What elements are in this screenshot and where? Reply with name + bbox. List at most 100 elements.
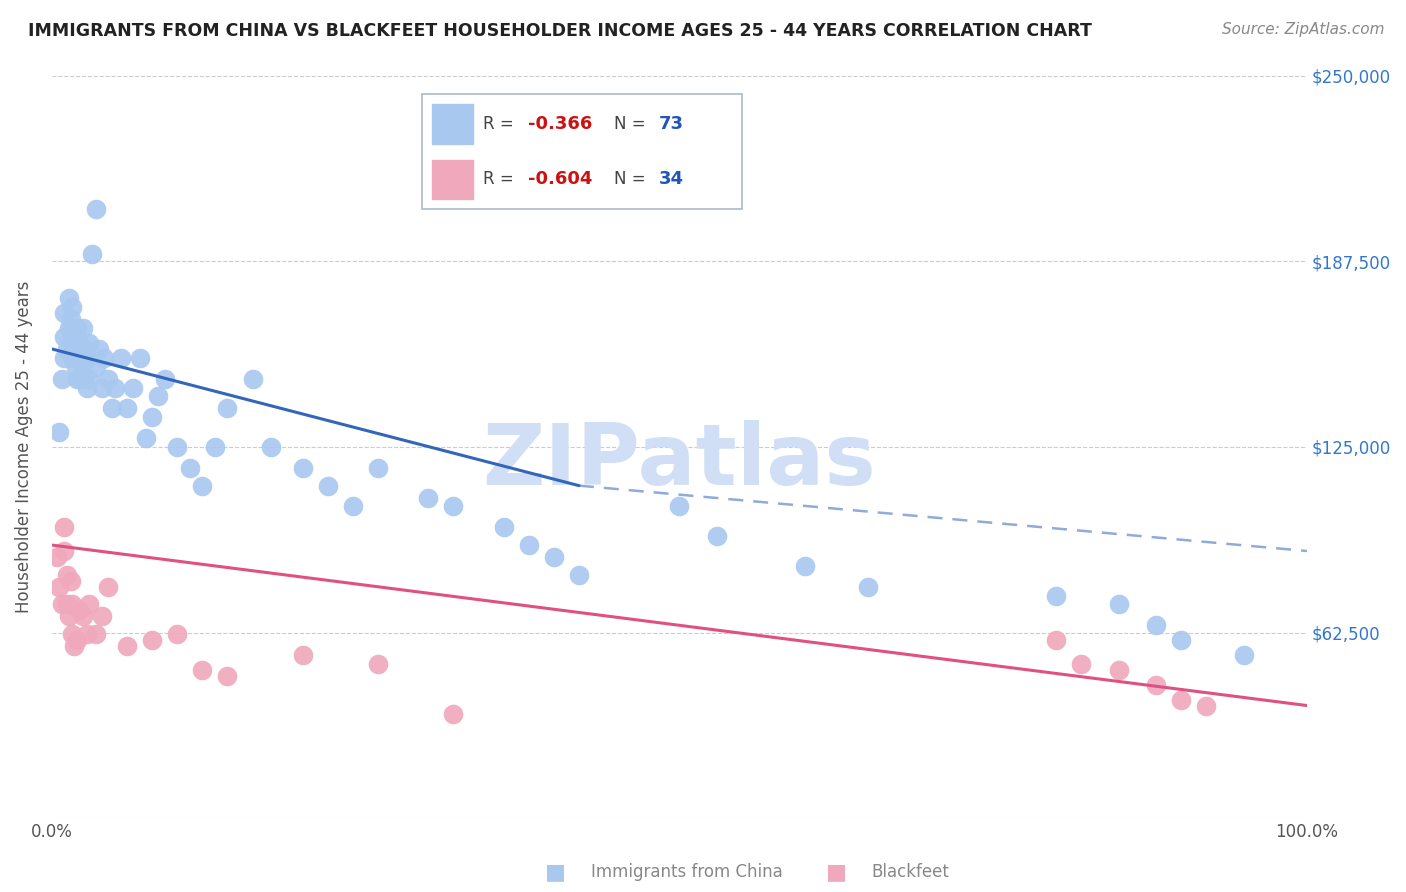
Point xyxy=(1144,678,1167,692)
Point xyxy=(56,598,79,612)
Point xyxy=(56,567,79,582)
Point xyxy=(492,520,515,534)
Point xyxy=(128,351,150,365)
Point xyxy=(166,627,188,641)
Point xyxy=(1233,648,1256,662)
Point xyxy=(291,648,314,662)
Point xyxy=(89,342,111,356)
Point xyxy=(48,425,70,439)
Point xyxy=(59,312,82,326)
Point xyxy=(441,500,464,514)
Point xyxy=(1045,633,1067,648)
Point xyxy=(79,598,101,612)
Point xyxy=(291,460,314,475)
Point xyxy=(141,633,163,648)
Text: ■: ■ xyxy=(546,863,565,882)
Point xyxy=(242,371,264,385)
Point xyxy=(53,520,76,534)
Point xyxy=(72,351,94,365)
Point xyxy=(56,342,79,356)
Point xyxy=(63,639,86,653)
Point xyxy=(67,603,90,617)
Point xyxy=(122,380,145,394)
Point xyxy=(706,529,728,543)
Point xyxy=(63,321,86,335)
Text: ZIPatlas: ZIPatlas xyxy=(482,420,876,503)
Point xyxy=(66,371,89,385)
Point xyxy=(148,389,170,403)
Point xyxy=(76,351,98,365)
Point xyxy=(72,321,94,335)
Point xyxy=(1108,598,1130,612)
Point xyxy=(73,342,96,356)
Point xyxy=(110,351,132,365)
Point xyxy=(141,410,163,425)
Point xyxy=(45,549,67,564)
Text: IMMIGRANTS FROM CHINA VS BLACKFEET HOUSEHOLDER INCOME AGES 25 - 44 YEARS CORRELA: IMMIGRANTS FROM CHINA VS BLACKFEET HOUSE… xyxy=(28,22,1092,40)
Point xyxy=(91,380,114,394)
Point xyxy=(66,321,89,335)
Text: Source: ZipAtlas.com: Source: ZipAtlas.com xyxy=(1222,22,1385,37)
Point xyxy=(115,639,138,653)
Point xyxy=(217,401,239,416)
Point xyxy=(115,401,138,416)
Point xyxy=(191,663,214,677)
Point xyxy=(1045,589,1067,603)
Point xyxy=(84,359,107,374)
Point xyxy=(53,306,76,320)
Point xyxy=(66,633,89,648)
Point xyxy=(1170,692,1192,706)
Point xyxy=(48,580,70,594)
Point xyxy=(856,580,879,594)
Point xyxy=(51,598,73,612)
Point xyxy=(79,371,101,385)
Point xyxy=(217,669,239,683)
Point xyxy=(668,500,690,514)
Point xyxy=(441,707,464,722)
Point xyxy=(97,580,120,594)
Point xyxy=(103,380,125,394)
Point xyxy=(60,330,83,344)
Point xyxy=(51,371,73,385)
Point xyxy=(342,500,364,514)
Point xyxy=(179,460,201,475)
Point xyxy=(53,330,76,344)
Point xyxy=(67,336,90,351)
Point xyxy=(58,321,80,335)
Point xyxy=(153,371,176,385)
Point xyxy=(84,202,107,217)
Point xyxy=(63,342,86,356)
Point xyxy=(76,627,98,641)
Point xyxy=(1108,663,1130,677)
Point xyxy=(76,380,98,394)
Point xyxy=(67,371,90,385)
Point xyxy=(73,371,96,385)
Point xyxy=(191,478,214,492)
Point xyxy=(1070,657,1092,671)
Point xyxy=(91,609,114,624)
Point xyxy=(1144,618,1167,632)
Point xyxy=(65,336,87,351)
Point xyxy=(66,351,89,365)
Point xyxy=(58,292,80,306)
Point xyxy=(59,574,82,588)
Point xyxy=(1170,633,1192,648)
Point xyxy=(58,609,80,624)
Point xyxy=(166,440,188,454)
Point xyxy=(1195,698,1218,713)
Point xyxy=(60,598,83,612)
Point xyxy=(60,301,83,315)
Point xyxy=(517,538,540,552)
Point xyxy=(204,440,226,454)
Y-axis label: Householder Income Ages 25 - 44 years: Householder Income Ages 25 - 44 years xyxy=(15,281,32,613)
Point xyxy=(53,544,76,558)
Point xyxy=(135,431,157,445)
Point xyxy=(80,247,103,261)
Point xyxy=(84,627,107,641)
Point xyxy=(260,440,283,454)
Point xyxy=(60,351,83,365)
Point xyxy=(568,567,591,582)
Point xyxy=(543,549,565,564)
Point xyxy=(53,351,76,365)
Point xyxy=(60,627,83,641)
